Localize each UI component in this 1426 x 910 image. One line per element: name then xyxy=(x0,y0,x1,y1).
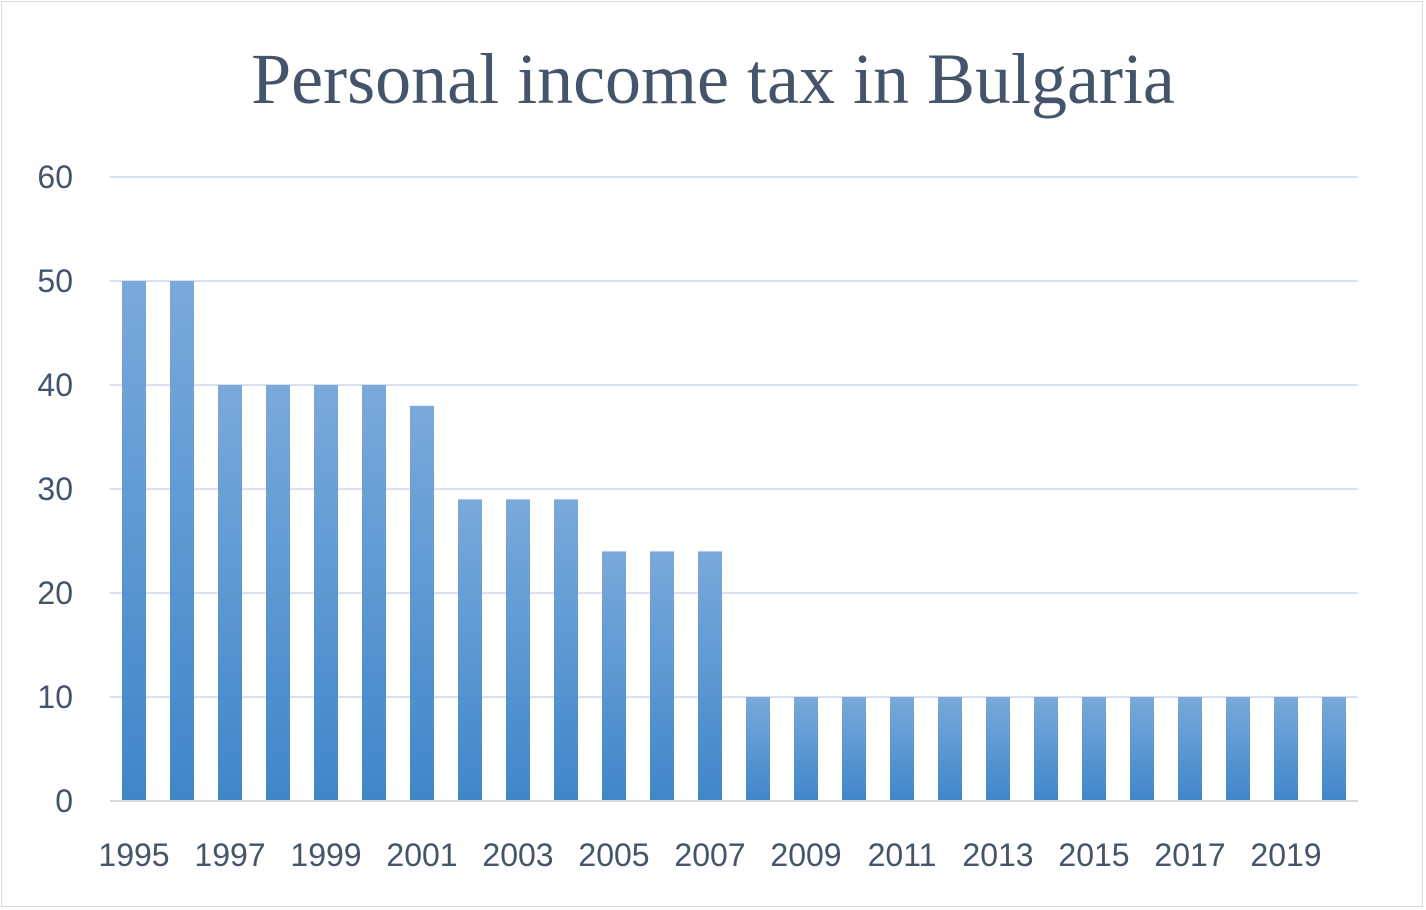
x-tick-label: 2017 xyxy=(1154,837,1225,873)
bar-2005 xyxy=(602,551,626,801)
x-tick-label: 1995 xyxy=(98,837,169,873)
bar-2001 xyxy=(410,405,434,801)
bar-2002 xyxy=(458,499,482,801)
bar-2004 xyxy=(554,499,578,801)
bars xyxy=(122,281,1346,801)
x-tick-label: 2011 xyxy=(868,837,937,873)
x-tick-label: 2007 xyxy=(674,837,745,873)
bar-2014 xyxy=(1034,697,1058,801)
x-tick-label: 2005 xyxy=(578,837,649,873)
y-tick-label: 40 xyxy=(37,367,73,403)
x-tick-label: 1997 xyxy=(194,837,265,873)
bar-1996 xyxy=(170,281,194,801)
x-tick-labels: 1995 1997 1999 2001 2003 2005 2007 2009 2011 2013… xyxy=(98,837,1321,873)
gridlines xyxy=(110,176,1358,698)
bar-2011 xyxy=(890,697,914,801)
chart-title: Personal income tax in Bulgaria xyxy=(251,39,1175,119)
x-tick-label: 2015 xyxy=(1058,837,1129,873)
bar-2020 xyxy=(1322,697,1346,801)
bar-1998 xyxy=(266,385,290,801)
x-tick-label: 2019 xyxy=(1250,837,1321,873)
bar-2008 xyxy=(746,697,770,801)
bar-2010 xyxy=(842,697,866,801)
bar-2003 xyxy=(506,499,530,801)
x-tick-label: 1999 xyxy=(290,837,361,873)
bar-2012 xyxy=(938,697,962,801)
bar-2013 xyxy=(986,697,1010,801)
bar-1995 xyxy=(122,281,146,801)
bar-2016 xyxy=(1130,697,1154,801)
x-tick-label: 2009 xyxy=(770,837,841,873)
y-tick-labels: 0 10 20 30 40 50 60 xyxy=(37,159,73,819)
bar-2018 xyxy=(1226,697,1250,801)
x-tick-label: 2003 xyxy=(482,837,553,873)
bar-2019 xyxy=(1274,697,1298,801)
x-tick-label: 2001 xyxy=(386,837,457,873)
bar-1999 xyxy=(314,385,338,801)
bar-2006 xyxy=(650,551,674,801)
y-tick-label: 30 xyxy=(37,471,73,507)
y-tick-label: 0 xyxy=(55,783,73,819)
y-tick-label: 10 xyxy=(37,679,73,715)
bar-2000 xyxy=(362,385,386,801)
x-tick-label: 2013 xyxy=(962,837,1033,873)
y-tick-label: 60 xyxy=(37,159,73,195)
bar-2017 xyxy=(1178,697,1202,801)
bar-2009 xyxy=(794,697,818,801)
bar-1997 xyxy=(218,385,242,801)
bar-2007 xyxy=(698,551,722,801)
bar-2015 xyxy=(1082,697,1106,801)
y-tick-label: 20 xyxy=(37,575,73,611)
y-tick-label: 50 xyxy=(37,263,73,299)
